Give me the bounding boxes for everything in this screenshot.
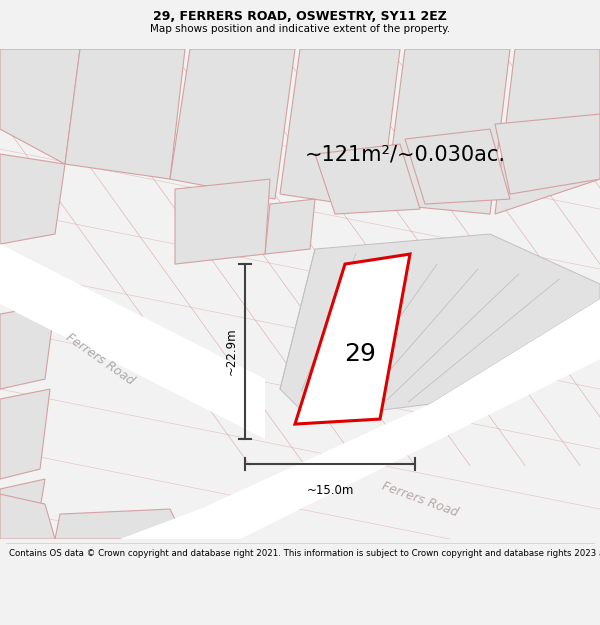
Text: ~22.9m: ~22.9m [224,328,238,376]
Polygon shape [315,144,420,214]
Polygon shape [280,49,400,209]
Text: 29, FERRERS ROAD, OSWESTRY, SY11 2EZ: 29, FERRERS ROAD, OSWESTRY, SY11 2EZ [153,11,447,24]
Polygon shape [55,509,185,539]
Text: Ferrers Road: Ferrers Road [64,331,137,388]
Text: Ferrers Road: Ferrers Road [380,479,460,519]
Text: Map shows position and indicative extent of the property.: Map shows position and indicative extent… [150,24,450,34]
Polygon shape [0,494,55,539]
Polygon shape [175,179,270,264]
Text: ~15.0m: ~15.0m [307,484,353,497]
Polygon shape [280,234,600,419]
Polygon shape [405,129,510,204]
Polygon shape [295,254,410,424]
Polygon shape [495,49,600,214]
Polygon shape [385,49,510,214]
Polygon shape [495,114,600,194]
Text: Contains OS data © Crown copyright and database right 2021. This information is : Contains OS data © Crown copyright and d… [9,549,600,558]
Polygon shape [65,49,185,179]
Polygon shape [0,154,65,244]
Polygon shape [120,299,600,539]
Polygon shape [0,389,50,479]
Polygon shape [170,49,295,199]
Text: 29: 29 [344,342,376,366]
Polygon shape [0,304,55,389]
Polygon shape [0,479,45,539]
Polygon shape [0,49,80,164]
Polygon shape [0,244,265,439]
Polygon shape [265,199,315,254]
Text: ~121m²/~0.030ac.: ~121m²/~0.030ac. [305,144,506,164]
